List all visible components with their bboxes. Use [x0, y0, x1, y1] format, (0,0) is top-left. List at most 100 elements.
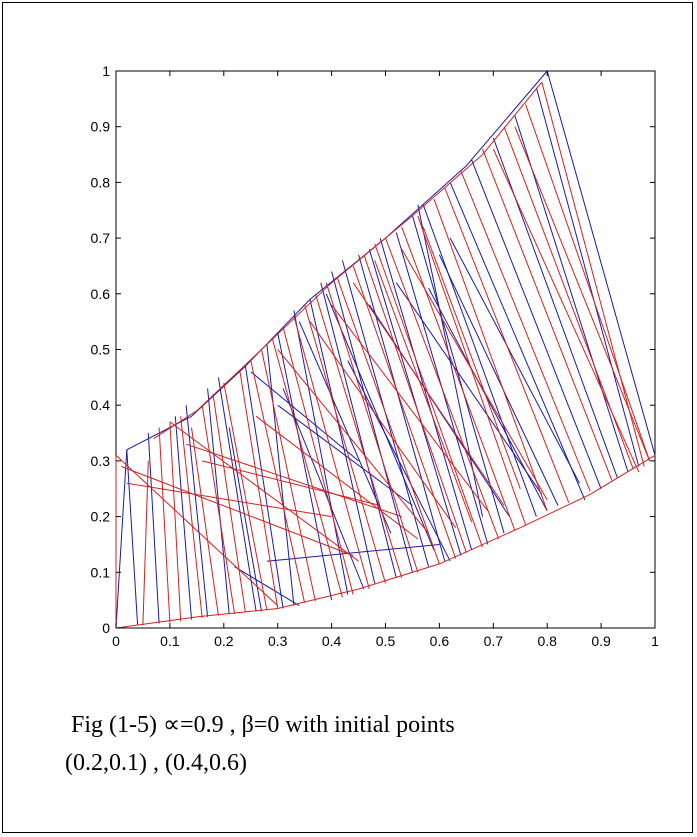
series-2-segment — [282, 327, 354, 595]
series-2-segment — [433, 198, 548, 512]
series-2-segment — [482, 81, 543, 155]
series-2-segment — [590, 454, 656, 495]
series-1-segment — [438, 254, 559, 506]
series-2-segment — [514, 126, 651, 462]
series-2-segment — [304, 304, 386, 584]
series-1-segment — [234, 566, 300, 607]
series-2-segment — [277, 588, 359, 609]
y-tick-label: 0.2 — [91, 509, 111, 525]
series-2-segment — [185, 443, 402, 518]
series-1-segment — [466, 70, 548, 167]
series-1-segment — [217, 377, 257, 612]
y-tick-label: 0 — [102, 620, 110, 636]
series-2-segment — [352, 282, 505, 506]
x-tick-label: 0.5 — [376, 633, 396, 649]
series-2-segment — [169, 421, 359, 562]
series-2-segment — [336, 276, 440, 565]
series-layer — [115, 70, 656, 629]
series-1-segment — [126, 449, 139, 626]
series-1-segment — [379, 237, 473, 551]
series-2-segment — [444, 187, 570, 503]
series-1-segment — [266, 343, 295, 606]
caption-line-1: Fig (1-5) ∝=0.9 , β=0 with initial point… — [65, 712, 455, 738]
series-2-segment — [142, 460, 149, 626]
series-1-segment — [320, 282, 397, 579]
y-tick-label: 0.4 — [91, 397, 111, 413]
x-tick-label: 0.7 — [484, 633, 504, 649]
series-2-segment — [293, 315, 370, 590]
y-tick-label: 0.7 — [91, 230, 111, 246]
series-1-segment — [147, 433, 160, 624]
series-2-segment — [115, 616, 197, 629]
x-tick-label: 0.4 — [322, 633, 342, 649]
series-1-segment — [358, 254, 446, 562]
series-2-segment — [153, 410, 198, 440]
y-tick-label: 0.6 — [91, 286, 111, 302]
series-2-segment — [520, 493, 591, 529]
x-tick-label: 0.2 — [214, 633, 234, 649]
series-2-segment — [191, 427, 219, 616]
series-2-segment — [482, 148, 613, 481]
series-2 — [115, 81, 656, 629]
x-tick-label: 1 — [651, 633, 659, 649]
x-tick-label: 0.1 — [160, 633, 180, 649]
x-tick-label: 0.6 — [430, 633, 450, 649]
series-2-segment — [412, 154, 483, 217]
series-1-segment — [298, 321, 392, 534]
series-2-segment — [541, 81, 645, 467]
series-2-segment — [358, 563, 440, 590]
series-2-segment — [460, 171, 591, 492]
series-1-segment — [471, 159, 602, 489]
series-1-segment — [293, 310, 349, 595]
series-1-segment — [228, 427, 262, 612]
series-2-segment — [325, 282, 419, 573]
series-1-segment — [347, 360, 451, 562]
series-2-segment — [401, 248, 548, 501]
axes: 0 0.1 0.2 0.3 0.4 0.5 0.6 0.7 0.8 0.9 1 0 0.1 0.2 0.3 0… — [91, 63, 660, 649]
series-2-segment — [331, 215, 413, 284]
series-2-segment — [250, 360, 306, 604]
series-1-segment — [514, 115, 629, 473]
series-1-segment — [331, 271, 413, 573]
series-2-segment — [385, 237, 500, 540]
x-tick-label: 0 — [112, 633, 120, 649]
series-2-segment — [331, 304, 489, 512]
x-tick-label: 0.3 — [268, 633, 288, 649]
y-tick-label: 0.8 — [91, 174, 111, 190]
series-2-segment — [115, 454, 279, 607]
series-1-segment — [277, 404, 413, 506]
series-1-segment — [325, 293, 435, 551]
series-2-segment — [121, 466, 354, 557]
figure-caption: Fig (1-5) ∝=0.9 , β=0 with initial point… — [65, 706, 665, 782]
series-1-segment — [207, 388, 230, 615]
series-2-segment — [261, 349, 316, 602]
series-2-segment — [201, 405, 236, 615]
series-2-segment — [271, 338, 343, 598]
series-2-segment — [212, 394, 246, 613]
y-tick-label: 0.5 — [91, 342, 111, 358]
series-2-segment — [401, 226, 516, 531]
series-2-segment — [439, 527, 521, 565]
series-1-segment — [385, 165, 467, 239]
series-2-segment — [422, 226, 521, 489]
series-1-segment — [417, 204, 483, 517]
series-1-segment — [309, 299, 376, 584]
series-2-segment — [352, 265, 457, 559]
caption-line-2: (0.2,0.1) , (0.4,0.6) — [65, 750, 247, 776]
series-2-segment — [374, 243, 483, 548]
series-2-segment — [196, 608, 278, 618]
series-2-segment — [180, 416, 203, 619]
series-2-segment — [196, 349, 262, 412]
series-2-segment — [525, 104, 651, 462]
series-2-segment — [309, 321, 457, 528]
chart: 0 0.1 0.2 0.3 0.4 0.5 0.6 0.7 0.8 0.9 1 0 0.1 0.2 0.3 0… — [91, 63, 660, 649]
y-tick-label: 0.1 — [91, 564, 111, 580]
series-1-segment — [244, 366, 284, 609]
series-1-segment — [535, 87, 640, 467]
x-tick-label: 0.9 — [591, 633, 611, 649]
series-2-segment — [158, 427, 171, 623]
series-2-segment — [492, 148, 640, 473]
series-2-segment — [223, 382, 268, 611]
series-1-segment — [395, 282, 543, 495]
